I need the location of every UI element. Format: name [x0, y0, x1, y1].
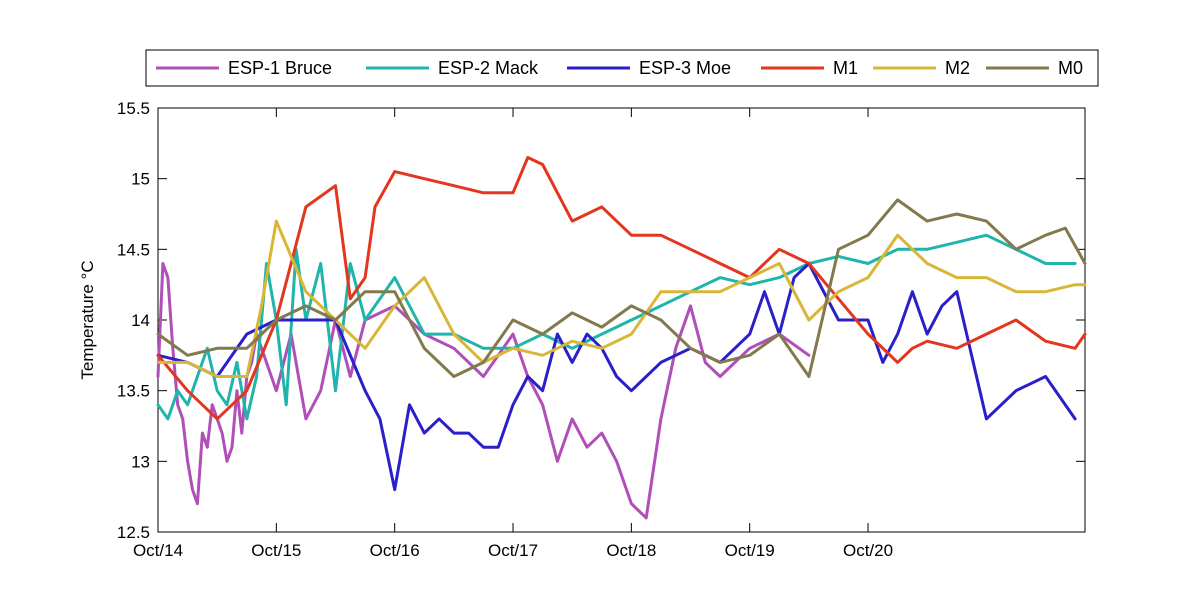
series-layer: [156, 156, 1087, 520]
y-tick-label: 15.5: [117, 99, 150, 118]
y-tick-label: 13.5: [117, 382, 150, 401]
y-tick-label: 14.5: [117, 240, 150, 259]
y-tick-label: 13: [131, 452, 150, 471]
x-tick-label: Oct/20: [843, 541, 893, 560]
x-tick-label: Oct/17: [488, 541, 538, 560]
y-axis-ticks: 12.5 13 13.5 14 14.5 15 15.5: [117, 99, 1085, 542]
x-tick-label: Oct/19: [725, 541, 775, 560]
x-tick-label: Oct/15: [251, 541, 301, 560]
series-line-esp-3-moe: [156, 262, 1077, 492]
legend-label: ESP-2 Mack: [438, 58, 539, 78]
y-tick-label: 15: [131, 170, 150, 189]
legend-label: M2: [945, 58, 970, 78]
axes: Oct/14 Oct/15 Oct/16 Oct/17 Oct/18 Oct/19 Oct/…: [78, 99, 1086, 560]
y-axis-title: Temperature °C: [78, 260, 97, 379]
x-tick-label: Oct/18: [606, 541, 656, 560]
series-line-m2: [156, 219, 1087, 378]
legend-label: ESP-3 Moe: [639, 58, 731, 78]
legend-label: M0: [1058, 58, 1083, 78]
legend: ESP-1 Bruce ESP-2 Mack ESP-3 Moe M1 M2 M0: [145, 49, 1099, 87]
x-tick-label: Oct/16: [370, 541, 420, 560]
legend-label: M1: [833, 58, 858, 78]
series-line-m0: [156, 198, 1087, 378]
x-tick-label: Oct/14: [133, 541, 183, 560]
y-tick-label: 12.5: [117, 523, 150, 542]
x-axis-ticks: Oct/14 Oct/15 Oct/16 Oct/17 Oct/18 Oct/19 Oct/…: [133, 108, 893, 560]
series-line-esp-2-mack: [156, 233, 1077, 421]
series-line-esp-1-bruce: [156, 262, 811, 520]
legend-label: ESP-1 Bruce: [228, 58, 332, 78]
y-tick-label: 14: [131, 311, 150, 330]
series-line-m1: [156, 156, 1087, 421]
